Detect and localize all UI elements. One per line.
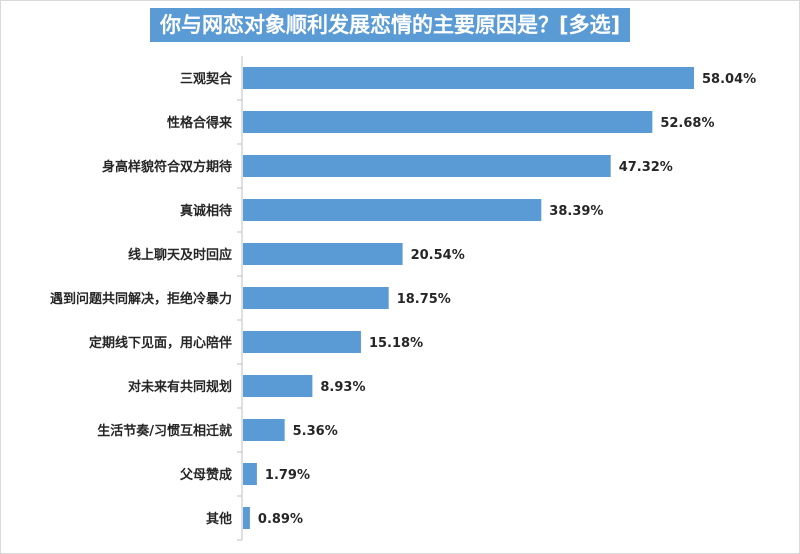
data-label: 0.89%	[258, 512, 303, 527]
bar	[243, 287, 389, 309]
category-label: 生活节奏/习惯互相迁就	[97, 423, 232, 439]
bars-layer: 三观契合 58.04% 性格合得来 52.68% 身高样貌符合双方期待 47.32% 真诚相…	[50, 56, 756, 541]
data-label: 47.32%	[619, 160, 673, 175]
bar	[243, 507, 250, 529]
bar	[243, 67, 694, 89]
bar	[243, 463, 257, 485]
category-label: 父母赞成	[179, 467, 232, 483]
bar	[243, 199, 542, 221]
data-label: 5.36%	[293, 424, 338, 439]
category-label: 线上聊天及时回应	[128, 247, 232, 263]
bar	[243, 155, 611, 177]
category-label: 真诚相待	[180, 203, 232, 219]
bar	[243, 243, 403, 265]
category-label: 三观契合	[180, 71, 233, 87]
chart-title: 你与网恋对象顺利发展恋情的主要原因是？[多选]	[150, 8, 631, 42]
category-label: 对未来有共同规划	[128, 379, 232, 395]
category-label: 性格合得来	[167, 115, 233, 131]
bar	[243, 419, 285, 441]
data-label: 18.75%	[397, 292, 451, 307]
category-label: 定期线下见面，用心陪伴	[88, 335, 232, 351]
category-label: 身高样貌符合双方期待	[102, 159, 232, 175]
bar	[243, 375, 313, 397]
data-label: 58.04%	[702, 72, 756, 87]
bar	[243, 331, 361, 353]
data-label: 1.79%	[265, 468, 310, 483]
data-label: 15.18%	[369, 336, 423, 351]
data-label: 8.93%	[320, 380, 365, 395]
category-label: 遇到问题共同解决，拒绝冷暴力	[50, 291, 232, 307]
category-label: 其他	[206, 511, 232, 527]
bar	[243, 111, 653, 133]
data-label: 38.39%	[549, 204, 603, 219]
data-label: 20.54%	[411, 248, 465, 263]
data-label: 52.68%	[660, 116, 714, 131]
